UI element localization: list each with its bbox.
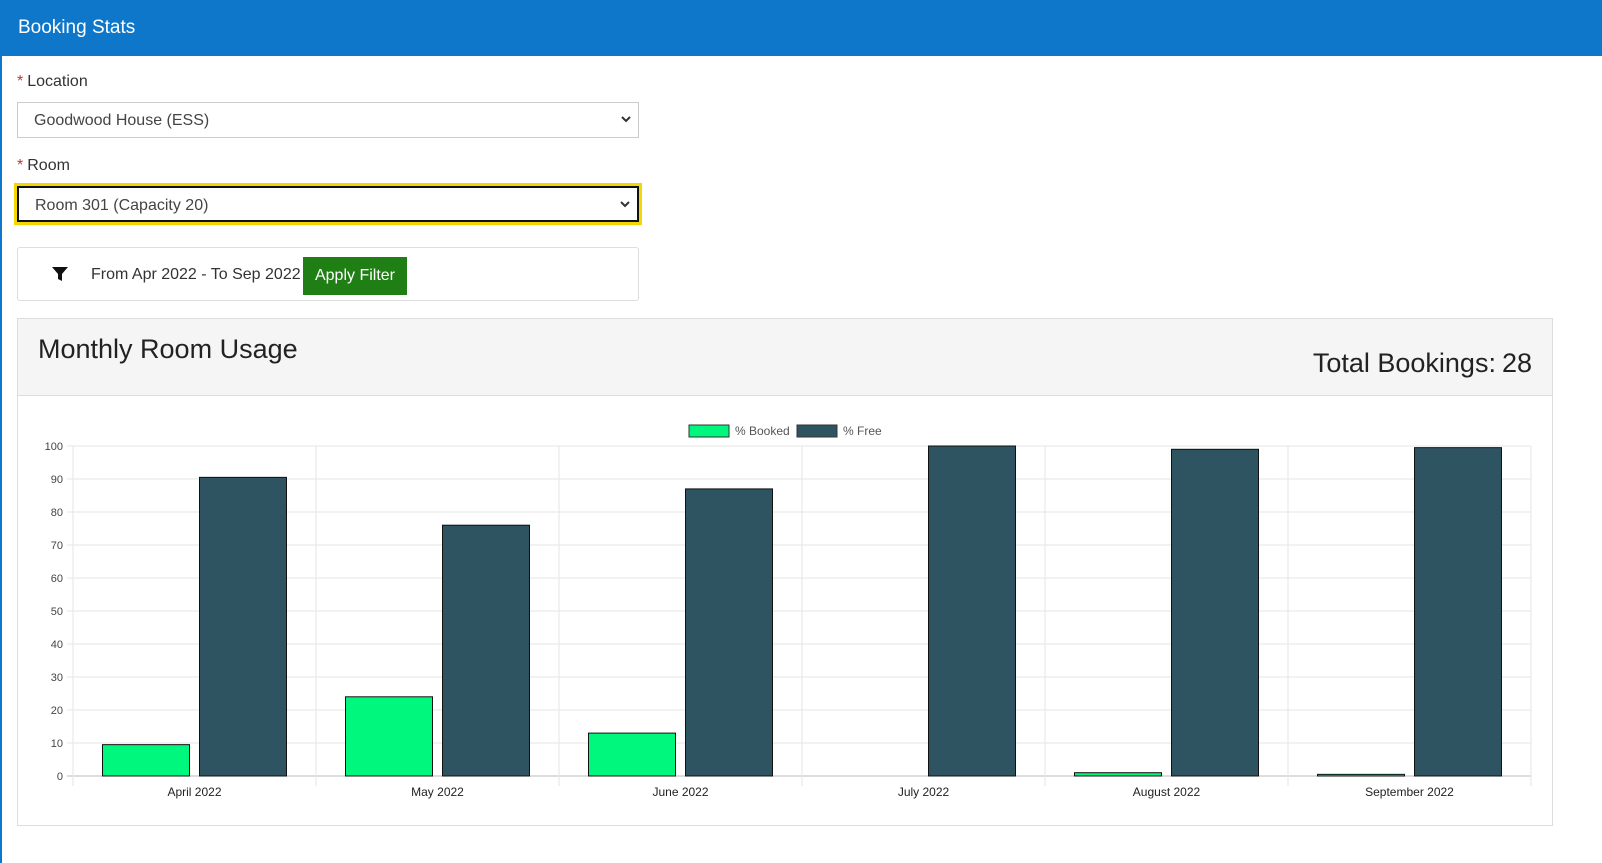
panel-title: Monthly Room Usage bbox=[38, 334, 298, 364]
bar-booked bbox=[345, 696, 433, 777]
legend-label: % Free bbox=[843, 424, 882, 438]
bar-booked bbox=[102, 744, 190, 777]
monthly-usage-chart: 0 10 20 30 40 50 60 70 80 90 100 April 2022 May 2022… bbox=[45, 424, 1532, 799]
location-select-value: Goodwood House (ESS) bbox=[34, 112, 210, 129]
chevron-down-icon bbox=[621, 116, 631, 123]
x-tick-label: June 2022 bbox=[652, 785, 708, 799]
apply-filter-button[interactable]: Apply Filter bbox=[303, 257, 407, 295]
x-tick-label: May 2022 bbox=[411, 785, 464, 799]
required-marker: * bbox=[17, 73, 24, 90]
location-label: * Location bbox=[17, 73, 88, 91]
y-tick-label: 10 bbox=[51, 738, 63, 750]
monthly-usage-panel: Monthly Room Usage Total Bookings: 28 0 10… bbox=[17, 318, 1553, 826]
filter-icon bbox=[52, 267, 68, 281]
room-label-text: Room bbox=[27, 157, 70, 174]
bar-booked bbox=[1317, 773, 1405, 777]
bar-free bbox=[199, 476, 287, 777]
x-tick-label: July 2022 bbox=[898, 785, 950, 799]
date-range-text[interactable]: From Apr 2022 - To Sep 2022 bbox=[91, 266, 301, 283]
room-select-value: Room 301 (Capacity 20) bbox=[35, 197, 209, 214]
legend-label: % Booked bbox=[735, 424, 790, 438]
page-header: Booking Stats bbox=[0, 0, 1602, 56]
x-tick-label: April 2022 bbox=[167, 785, 221, 799]
chevron-down-icon bbox=[620, 201, 630, 208]
bar-free bbox=[928, 445, 1016, 777]
required-marker: * bbox=[17, 157, 24, 174]
y-tick-label: 100 bbox=[45, 441, 63, 453]
total-bookings-value: 28 bbox=[1501, 348, 1532, 378]
y-tick-label: 60 bbox=[51, 573, 63, 585]
legend-swatch bbox=[688, 424, 730, 438]
date-filter-bar: From Apr 2022 - To Sep 2022 Apply Filter bbox=[17, 247, 639, 301]
total-bookings: Total Bookings: 28 bbox=[1313, 348, 1532, 379]
location-label-text: Location bbox=[27, 73, 88, 90]
bar-booked bbox=[588, 732, 676, 777]
room-label: * Room bbox=[17, 157, 70, 175]
location-select[interactable]: Goodwood House (ESS) bbox=[17, 102, 639, 138]
left-edge-accent bbox=[0, 0, 2, 863]
y-tick-label: 0 bbox=[57, 771, 63, 783]
bar-free bbox=[442, 524, 530, 777]
x-tick-label: September 2022 bbox=[1365, 785, 1454, 799]
legend-swatch bbox=[796, 424, 838, 438]
total-bookings-label: Total Bookings: bbox=[1312, 348, 1496, 378]
panel-header: Monthly Room Usage Total Bookings: 28 bbox=[18, 319, 1552, 396]
room-select[interactable]: Room 301 (Capacity 20) bbox=[14, 183, 642, 225]
y-tick-label: 90 bbox=[51, 474, 63, 486]
y-tick-label: 80 bbox=[51, 507, 63, 519]
y-tick-label: 20 bbox=[51, 705, 63, 717]
y-tick-label: 40 bbox=[51, 639, 63, 651]
y-tick-label: 50 bbox=[51, 606, 63, 618]
y-tick-label: 30 bbox=[51, 672, 63, 684]
bar-free bbox=[1171, 448, 1259, 777]
bar-free bbox=[685, 488, 773, 777]
bar-booked bbox=[1074, 772, 1162, 777]
bar-free bbox=[1414, 447, 1502, 777]
y-tick-label: 70 bbox=[51, 540, 63, 552]
x-tick-label: August 2022 bbox=[1133, 785, 1201, 799]
page-title: Booking Stats bbox=[18, 17, 136, 38]
